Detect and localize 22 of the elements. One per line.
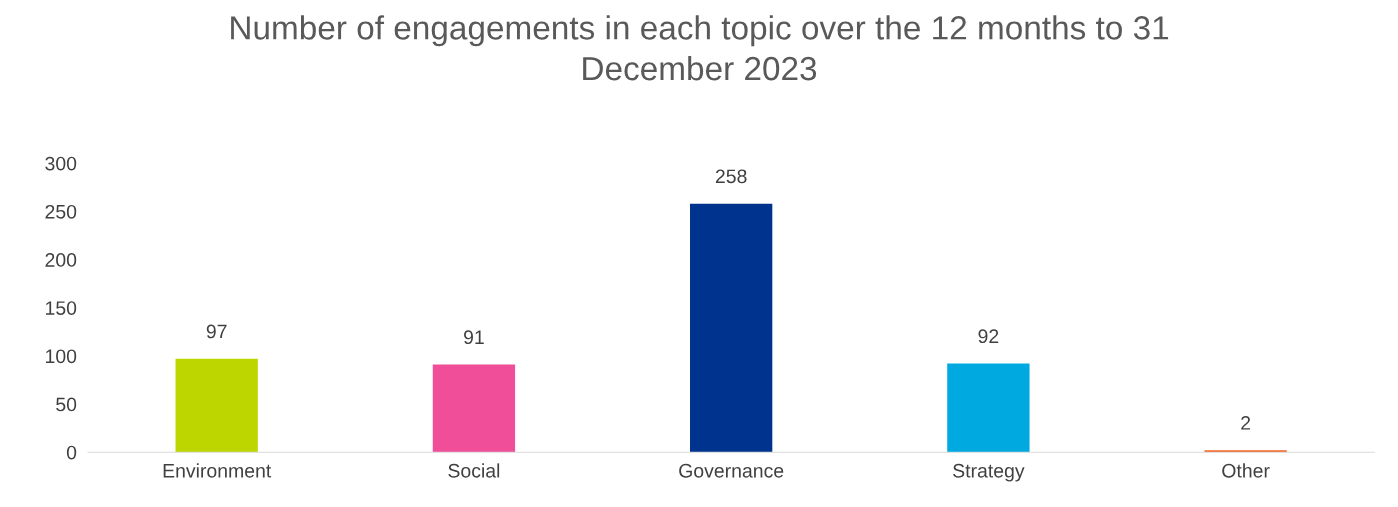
data-label: 258 xyxy=(715,169,747,184)
y-tick-label: 0 xyxy=(66,445,77,460)
y-tick-label: 200 xyxy=(45,253,77,267)
y-tick-label: 250 xyxy=(45,204,77,219)
data-label: 2 xyxy=(1241,416,1251,430)
bar xyxy=(690,203,773,453)
x-tick-label: Social xyxy=(448,463,500,478)
x-tick-label: Environment xyxy=(163,463,272,478)
y-tick-label: 300 xyxy=(45,156,77,171)
x-tick-label: Strategy xyxy=(953,463,1025,482)
x-tick-label: Governance xyxy=(679,463,784,478)
data-label: 92 xyxy=(978,329,999,344)
bar xyxy=(175,358,258,453)
data-label: 91 xyxy=(464,330,484,345)
bar xyxy=(432,364,516,453)
y-tick-label: 50 xyxy=(56,397,77,412)
data-label: 97 xyxy=(206,324,227,339)
chart-title: Number of engagements in each topic over the 12 months to 31 December 2023 xyxy=(231,15,1169,81)
x-tick-label: Other xyxy=(1222,463,1270,478)
y-tick-label: 150 xyxy=(46,301,77,315)
bar xyxy=(947,363,1030,453)
y-tick-label: 100 xyxy=(46,349,77,364)
